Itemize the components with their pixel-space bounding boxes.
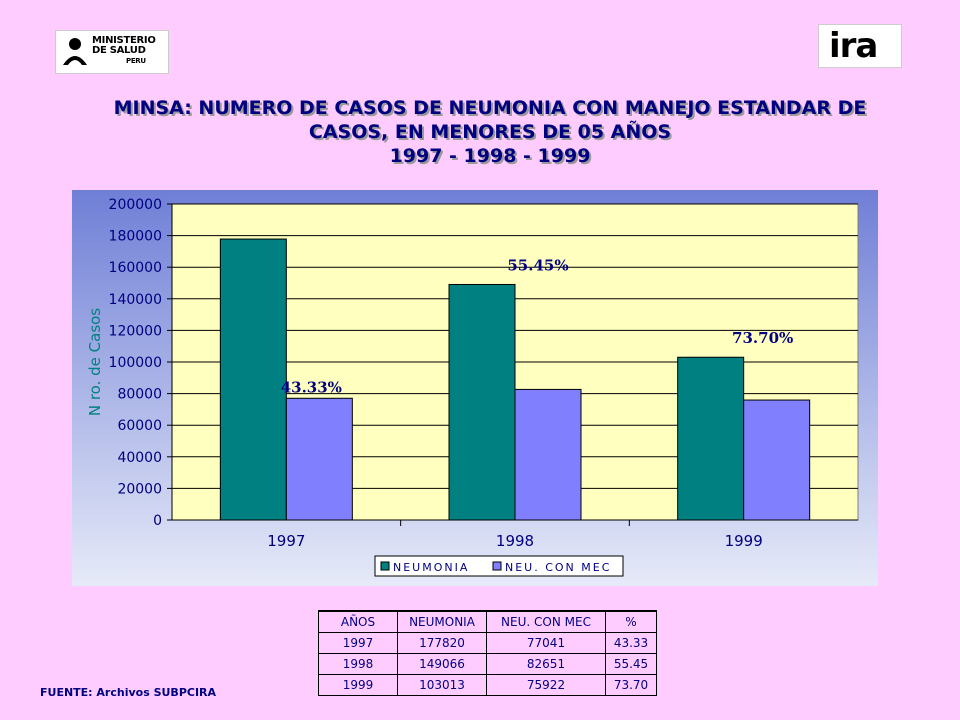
bar-chart: 0 20000 40000 60000 80000 100000 120000 140000 1… bbox=[72, 190, 878, 586]
ira-logo: ira bbox=[818, 24, 902, 68]
table-cell: 177820 bbox=[397, 632, 487, 654]
person-icon bbox=[63, 38, 87, 65]
table-header-row: AÑOS NEUMONIA NEU. CON MEC % bbox=[318, 610, 657, 633]
chart-title: MINSA: NUMERO DE CASOS DE NEUMONIA CON M… bbox=[40, 96, 940, 168]
y-tick-label: 20000 bbox=[117, 481, 162, 497]
table-cell: 1997 bbox=[318, 632, 398, 654]
y-axis-label: N ro. de Casos bbox=[86, 308, 104, 416]
chart-svg: 0 20000 40000 60000 80000 100000 120000 140000 1… bbox=[72, 190, 878, 586]
legend-label: NEU. CON MEC bbox=[505, 561, 611, 574]
y-tick-label: 120000 bbox=[109, 323, 162, 339]
table-cell: 82651 bbox=[486, 653, 606, 675]
table-row: 1999 103013 75922 73.70 bbox=[318, 674, 657, 696]
x-tick-label: 1998 bbox=[496, 532, 534, 550]
logo-text: MINISTERIO DE SALUD PERU bbox=[92, 35, 156, 66]
table-header-cell: NEU. CON MEC bbox=[486, 610, 606, 633]
table-cell: 103013 bbox=[397, 674, 487, 696]
y-tick-label: 160000 bbox=[109, 260, 162, 276]
y-tick-label: 40000 bbox=[117, 450, 162, 466]
ministerio-de-salud-logo: MINISTERIO DE SALUD PERU bbox=[55, 30, 169, 74]
y-tick-label: 60000 bbox=[117, 418, 162, 434]
ira-logo-text: ira bbox=[829, 26, 878, 66]
legend-swatch bbox=[492, 561, 502, 571]
table-header-cell: NEUMONIA bbox=[397, 610, 487, 633]
table-cell: 43.33 bbox=[605, 632, 657, 654]
title-line-1: MINSA: NUMERO DE CASOS DE NEUMONIA CON M… bbox=[113, 97, 867, 119]
table-header-cell: AÑOS bbox=[318, 610, 398, 633]
percent-annotation: 73.70% bbox=[732, 329, 793, 347]
table-header-cell: % bbox=[605, 610, 657, 633]
source-note: FUENTE: Archivos SUBPCIRA bbox=[40, 686, 217, 699]
table-row: 1998 149066 82651 55.45 bbox=[318, 653, 657, 675]
bar-neumonia bbox=[448, 283, 516, 521]
data-table: AÑOS NEUMONIA NEU. CON MEC % 1997 177820… bbox=[318, 610, 657, 696]
table-cell: 1999 bbox=[318, 674, 398, 696]
table-cell: 75922 bbox=[486, 674, 606, 696]
bar-neumonia bbox=[677, 356, 745, 521]
percent-annotation: 43.33% bbox=[281, 378, 342, 396]
x-tick-label: 1999 bbox=[725, 532, 763, 550]
table-cell: 77041 bbox=[486, 632, 606, 654]
bar-neu-con-mec bbox=[743, 399, 811, 521]
legend-label: NEUMONIA bbox=[393, 561, 469, 574]
y-tick-label: 0 bbox=[153, 513, 162, 529]
legend-swatch bbox=[380, 561, 390, 571]
y-tick-label: 100000 bbox=[109, 355, 162, 371]
x-tick-label: 1997 bbox=[267, 532, 305, 550]
table-row: 1997 177820 77041 43.33 bbox=[318, 632, 657, 654]
table-cell: 73.70 bbox=[605, 674, 657, 696]
table-cell: 55.45 bbox=[605, 653, 657, 675]
bar-neumonia bbox=[219, 238, 287, 521]
table-cell: 149066 bbox=[397, 653, 487, 675]
percent-annotation: 55.45% bbox=[507, 256, 568, 274]
title-line-2: CASOS, EN MENORES DE 05 AÑOS bbox=[308, 121, 672, 143]
y-tick-label: 80000 bbox=[117, 387, 162, 403]
table-cell: 1998 bbox=[318, 653, 398, 675]
bar-neu-con-mec bbox=[514, 388, 582, 521]
y-tick-label: 200000 bbox=[109, 197, 162, 213]
y-tick-label: 180000 bbox=[109, 229, 162, 245]
y-tick-label: 140000 bbox=[109, 292, 162, 308]
title-line-3: 1997 - 1998 - 1999 bbox=[389, 145, 591, 167]
bar-neu-con-mec bbox=[285, 397, 353, 521]
